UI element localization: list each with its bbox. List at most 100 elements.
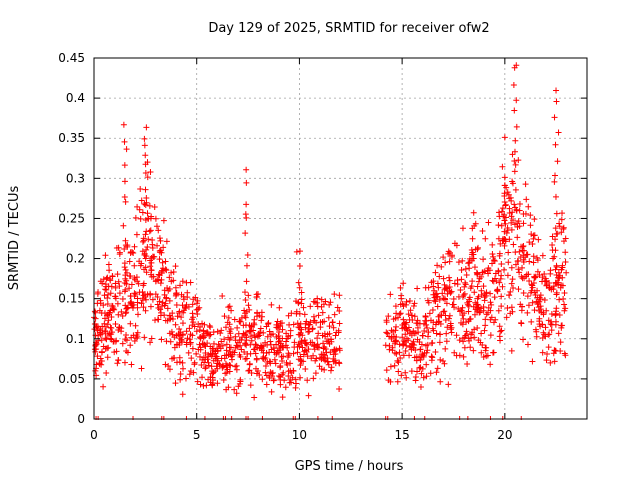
data-point — [309, 339, 316, 346]
data-point — [556, 220, 563, 227]
data-point — [475, 278, 482, 285]
data-point — [386, 342, 393, 349]
data-point — [477, 339, 484, 346]
data-point — [132, 214, 139, 221]
data-point — [92, 315, 99, 322]
peak-point — [514, 234, 521, 241]
data-point — [477, 309, 484, 316]
data-point — [432, 269, 439, 276]
data-point — [98, 337, 105, 344]
data-point — [119, 340, 126, 347]
data-point — [328, 364, 335, 371]
data-point — [220, 363, 227, 370]
data-point — [163, 238, 170, 245]
data-point — [395, 359, 402, 366]
data-point — [523, 196, 530, 203]
data-point — [148, 335, 155, 342]
data-point — [561, 350, 568, 357]
data-point — [257, 329, 264, 336]
data-point — [506, 292, 513, 299]
data-point — [314, 341, 321, 348]
data-point — [106, 267, 113, 274]
data-point — [383, 329, 390, 336]
data-point — [298, 338, 305, 345]
data-point — [240, 330, 247, 337]
data-point — [172, 263, 179, 270]
x-axis-title: GPS time / hours — [295, 459, 404, 474]
data-point — [149, 253, 156, 260]
data-point — [383, 319, 390, 326]
data-point — [336, 345, 343, 352]
data-point — [504, 272, 511, 279]
data-point — [311, 317, 318, 324]
data-point — [297, 357, 304, 364]
data-point — [237, 378, 244, 385]
data-point — [290, 350, 297, 357]
data-point — [209, 368, 216, 375]
data-point — [176, 354, 183, 361]
data-point — [562, 249, 569, 256]
data-point — [172, 284, 179, 291]
data-point — [263, 323, 270, 330]
data-point — [319, 309, 326, 316]
data-point — [122, 310, 129, 317]
data-point — [400, 280, 407, 287]
data-point — [552, 312, 559, 319]
data-point — [248, 337, 255, 344]
peak-point — [501, 211, 508, 218]
data-point — [303, 348, 310, 355]
data-point — [530, 253, 537, 260]
peak-point — [243, 166, 250, 173]
data-point — [532, 291, 539, 298]
data-point — [105, 317, 112, 324]
data-point — [539, 274, 546, 281]
data-point — [525, 271, 532, 278]
data-point — [116, 324, 123, 331]
data-point — [137, 215, 144, 222]
data-point — [529, 284, 536, 291]
axis-ticks: 0 0.05 0.1 0.15 0.2 0.25 0.3 0.35 0.4 0.45 0 5 10 15 2… — [58, 51, 587, 442]
peak-point — [122, 237, 129, 244]
data-point — [505, 249, 512, 256]
data-point — [536, 298, 543, 305]
peak-point — [143, 195, 150, 202]
data-point — [527, 212, 534, 219]
data-point — [411, 313, 418, 320]
data-point — [293, 308, 300, 315]
peak-point — [501, 174, 508, 181]
data-point — [115, 327, 122, 334]
data-point — [553, 308, 560, 315]
data-point — [537, 292, 544, 299]
data-point — [163, 267, 170, 274]
data-point — [488, 314, 495, 321]
data-point — [252, 341, 259, 348]
peak-point — [242, 211, 249, 218]
data-point — [178, 314, 185, 321]
data-point — [541, 296, 548, 303]
data-point — [459, 257, 466, 264]
data-point — [273, 333, 280, 340]
data-point — [439, 290, 446, 297]
data-point — [147, 263, 154, 270]
data-point — [403, 298, 410, 305]
data-point — [232, 363, 239, 370]
data-point — [163, 338, 170, 345]
data-point — [536, 271, 543, 278]
data-point — [526, 239, 533, 246]
data-point — [131, 290, 138, 297]
data-point — [458, 307, 465, 314]
data-point — [498, 222, 505, 229]
data-point — [403, 374, 410, 381]
data-point — [155, 271, 162, 278]
data-point — [98, 361, 105, 368]
data-point — [162, 258, 169, 265]
peak-point — [296, 284, 303, 291]
data-point — [283, 330, 290, 337]
data-point — [199, 374, 206, 381]
data-point — [187, 279, 194, 286]
data-point — [194, 378, 201, 385]
data-point — [457, 287, 464, 294]
data-point — [250, 346, 257, 353]
data-point — [395, 314, 402, 321]
data-point — [458, 319, 465, 326]
